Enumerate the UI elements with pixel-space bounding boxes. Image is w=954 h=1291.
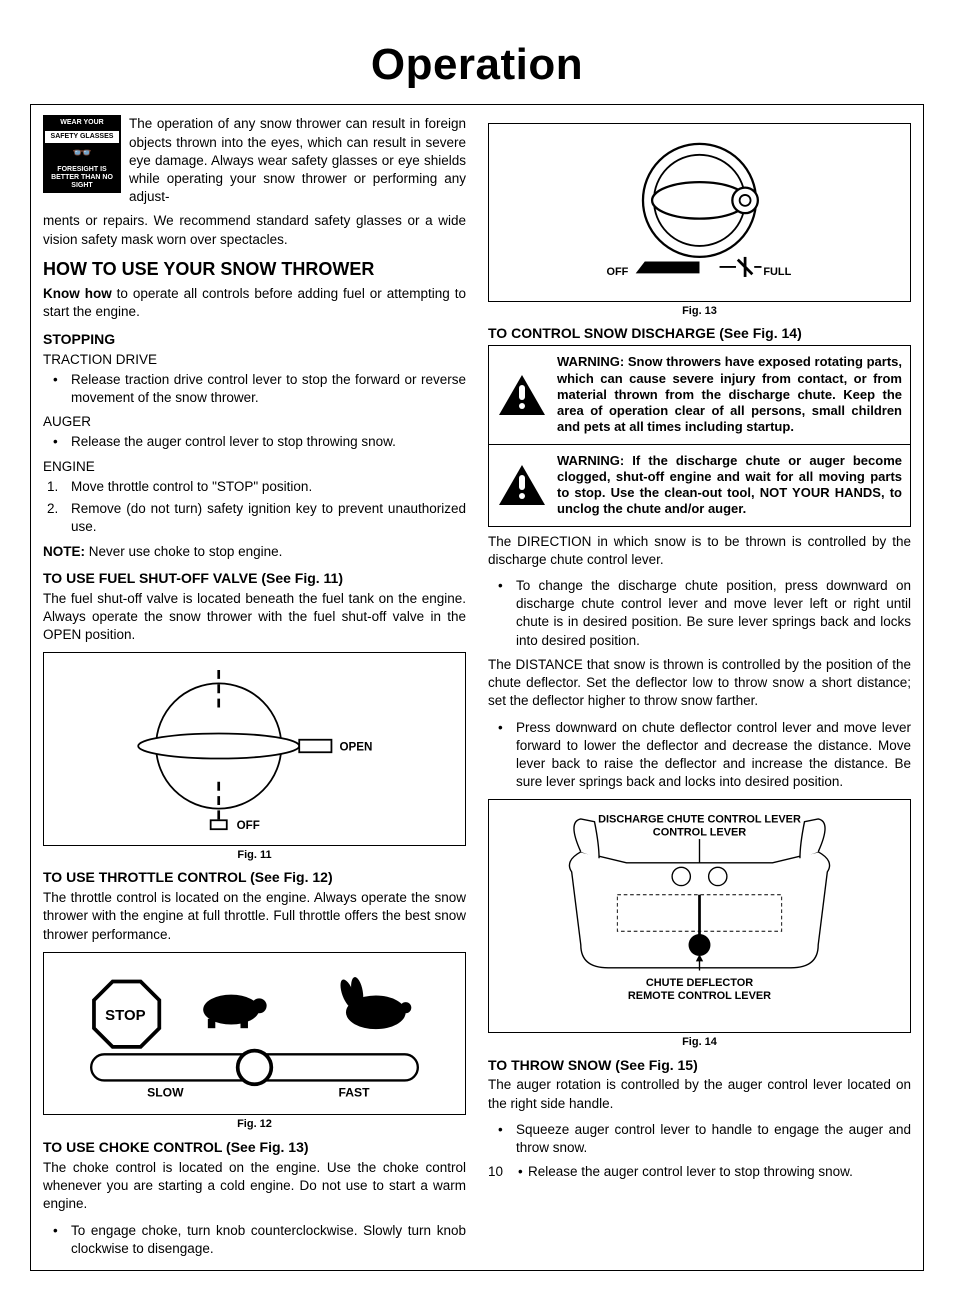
warning-icon: [497, 373, 547, 417]
warning-1-text: WARNING: Snow throwers have exposed rota…: [557, 354, 902, 435]
note-rest: Never use choke to stop engine.: [85, 544, 282, 559]
fuel-p: The fuel shut-off valve is located benea…: [43, 590, 466, 645]
fig-12-box: STOP SLOW FAST: [43, 952, 466, 1115]
throw-snow-p: The auger rotation is controlled by the …: [488, 1076, 911, 1112]
badge-mid: SAFETY GLASSES: [45, 131, 119, 143]
know-how-label: Know how: [43, 286, 112, 301]
fig14-bottom-label-1: CHUTE DEFLECTOR: [646, 977, 753, 989]
fig13-off-label: OFF: [607, 267, 629, 279]
warning-icon: [497, 463, 547, 507]
fig12-stop-label: STOP: [105, 1007, 145, 1024]
throw-snow-li1: Squeeze auger control lever to handle to…: [488, 1121, 911, 1157]
stopping-heading: STOPPING: [43, 330, 466, 349]
fig12-slow-label: SLOW: [147, 1085, 184, 1099]
fig-13-box: OFF FULL: [488, 123, 911, 301]
fig-12-diagram: STOP SLOW FAST: [52, 961, 457, 1101]
discharge-p2: The DISTANCE that snow is thrown is cont…: [488, 656, 911, 711]
warning-2: WARNING: If the discharge chute or auger…: [488, 444, 911, 527]
fig-11-caption: Fig. 11: [43, 848, 466, 863]
note-p: NOTE: Never use choke to stop engine.: [43, 543, 466, 561]
page-number: 10: [488, 1163, 508, 1181]
page-title: Operation: [30, 35, 924, 94]
traction-drive-heading: TRACTION DRIVE: [43, 351, 466, 369]
choke-li: To engage choke, turn knob counterclockw…: [43, 1222, 466, 1258]
how-to-use-heading: HOW TO USE YOUR SNOW THROWER: [43, 257, 466, 281]
fig-14-box: DISCHARGE CHUTE CONTROL LEVER CONTROL LE…: [488, 799, 911, 1032]
fig-14-caption: Fig. 14: [488, 1035, 911, 1050]
intro-inline: The operation of any snow thrower can re…: [129, 115, 466, 206]
badge-bottom: FORESIGHT IS BETTER THAN NO SIGHT: [45, 166, 119, 189]
fig-11-box: OPEN OFF: [43, 652, 466, 845]
intro-rest: ments or repairs. We recommend standard …: [43, 212, 466, 248]
auger-heading: AUGER: [43, 413, 466, 431]
discharge-p1: The DIRECTION in which snow is to be thr…: [488, 533, 911, 569]
discharge-li2: Press downward on chute deflector contro…: [488, 719, 911, 792]
fuel-heading: TO USE FUEL SHUT-OFF VALVE (See Fig. 11): [43, 569, 466, 588]
fig14-bottom-label-2: REMOTE CONTROL LEVER: [628, 990, 771, 1002]
right-column: OFF FULL Fig. 13 TO CONTROL SNOW DISCHAR…: [488, 115, 911, 1264]
badge-top: WEAR YOUR: [45, 119, 119, 127]
warning-2-text: WARNING: If the discharge chute or auger…: [557, 453, 902, 518]
left-column: WEAR YOUR SAFETY GLASSES 👓 FORESIGHT IS …: [43, 115, 466, 1264]
throw-snow-li2: Release the auger control lever to stop …: [508, 1163, 911, 1181]
engine-step-1: Move throttle control to "STOP" position…: [43, 478, 466, 496]
choke-p: The choke control is located on the engi…: [43, 1159, 466, 1214]
fig-13-diagram: OFF FULL: [497, 132, 902, 287]
fig-13-caption: Fig. 13: [488, 304, 911, 319]
engine-heading: ENGINE: [43, 458, 466, 476]
auger-li: Release the auger control lever to stop …: [43, 433, 466, 451]
svg-text:CONTROL LEVER: CONTROL LEVER: [653, 827, 746, 839]
fig-14-diagram: DISCHARGE CHUTE CONTROL LEVER CONTROL LE…: [497, 808, 902, 1018]
fig-11-diagram: OPEN OFF: [52, 661, 457, 831]
note-label: NOTE:: [43, 544, 85, 559]
traction-li: Release traction drive control lever to …: [43, 371, 466, 407]
throttle-heading: TO USE THROTTLE CONTROL (See Fig. 12): [43, 868, 466, 887]
fig14-top-label: DISCHARGE CHUTE CONTROL LEVER: [598, 814, 801, 826]
know-how-p: Know how to operate all controls before …: [43, 285, 466, 321]
page-content: WEAR YOUR SAFETY GLASSES 👓 FORESIGHT IS …: [30, 104, 924, 1271]
fig11-off-label: OFF: [237, 819, 260, 831]
choke-heading: TO USE CHOKE CONTROL (See Fig. 13): [43, 1138, 466, 1157]
throw-snow-heading: TO THROW SNOW (See Fig. 15): [488, 1056, 911, 1075]
discharge-heading: TO CONTROL SNOW DISCHARGE (See Fig. 14): [488, 324, 911, 343]
safety-glasses-badge: WEAR YOUR SAFETY GLASSES 👓 FORESIGHT IS …: [43, 115, 121, 193]
fig13-full-label: FULL: [763, 267, 791, 279]
fig11-open-label: OPEN: [340, 741, 373, 754]
warning-1: WARNING: Snow throwers have exposed rota…: [488, 345, 911, 444]
discharge-li1: To change the discharge chute position, …: [488, 577, 911, 650]
glasses-icon: 👓: [45, 146, 119, 162]
fig12-fast-label: FAST: [338, 1085, 370, 1099]
throttle-p: The throttle control is located on the e…: [43, 889, 466, 944]
engine-step-2: Remove (do not turn) safety ignition key…: [43, 500, 466, 536]
fig-12-caption: Fig. 12: [43, 1117, 466, 1132]
